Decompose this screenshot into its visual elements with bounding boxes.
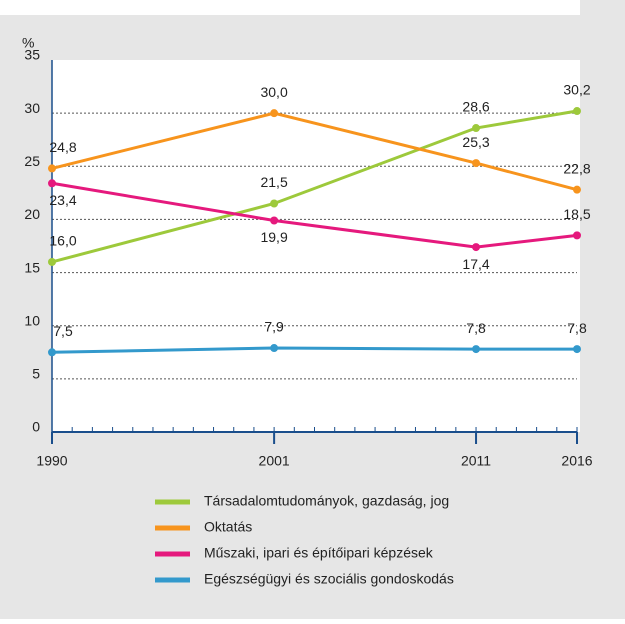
data-point: [270, 199, 279, 208]
y-tick-label: 10: [24, 312, 40, 328]
data-point: [270, 344, 279, 353]
x-tick-label: 2016: [561, 453, 592, 469]
data-label: 30,2: [563, 82, 590, 98]
data-point: [573, 107, 581, 116]
data-label: 7,8: [466, 320, 486, 336]
data-label: 25,3: [462, 134, 489, 150]
data-point: [573, 345, 581, 354]
x-tick-label: 2001: [259, 453, 290, 469]
data-label: 18,5: [563, 206, 590, 222]
data-label: 16,0: [49, 233, 76, 249]
legend-label: Egészségügyi és szociális gondoskodás: [204, 571, 454, 587]
data-point: [472, 159, 481, 168]
series-line: [51, 346, 577, 354]
data-label: 24,8: [49, 139, 76, 155]
plot-area: [52, 60, 580, 432]
legend-label: Oktatás: [204, 519, 252, 535]
series-line: [51, 111, 578, 192]
y-unit: %: [22, 35, 34, 51]
x-tick-label: 1990: [36, 453, 67, 469]
y-tick-label: 25: [24, 153, 40, 169]
data-label: 30,0: [260, 84, 287, 100]
legend-label: Társadalomtudományok, gazdaság, jog: [204, 493, 449, 509]
y-tick-label: 5: [32, 366, 40, 382]
data-point: [573, 231, 581, 240]
data-label: 28,6: [462, 99, 489, 115]
header-strip: [0, 0, 580, 15]
series-line: [51, 181, 578, 249]
data-point: [48, 348, 56, 357]
legend-label: Műszaki, ipari és építőipari képzések: [204, 545, 434, 561]
data-label: 19,9: [260, 229, 287, 245]
data-point: [472, 243, 481, 252]
y-tick-label: 35: [24, 47, 40, 63]
data-label: 22,8: [563, 160, 590, 176]
data-point: [573, 185, 581, 194]
data-label: 21,5: [260, 174, 287, 190]
data-point: [270, 109, 279, 118]
data-point: [48, 179, 56, 188]
data-point: [472, 345, 481, 354]
data-point: [48, 257, 56, 266]
x-tick-label: 2011: [461, 453, 491, 469]
y-tick-label: 20: [24, 206, 40, 222]
data-label: 7,5: [53, 323, 73, 339]
data-label: 7,8: [567, 320, 587, 336]
data-label: 7,9: [264, 319, 284, 335]
data-point: [472, 124, 481, 133]
data-point: [48, 164, 56, 173]
series-line: [51, 109, 578, 264]
data-label: 23,4: [49, 192, 76, 208]
data-label: 17,4: [462, 256, 489, 272]
y-tick-label: 0: [32, 419, 40, 435]
y-tick-label: 30: [24, 100, 40, 116]
data-point: [270, 216, 279, 225]
y-tick-label: 15: [24, 259, 40, 275]
